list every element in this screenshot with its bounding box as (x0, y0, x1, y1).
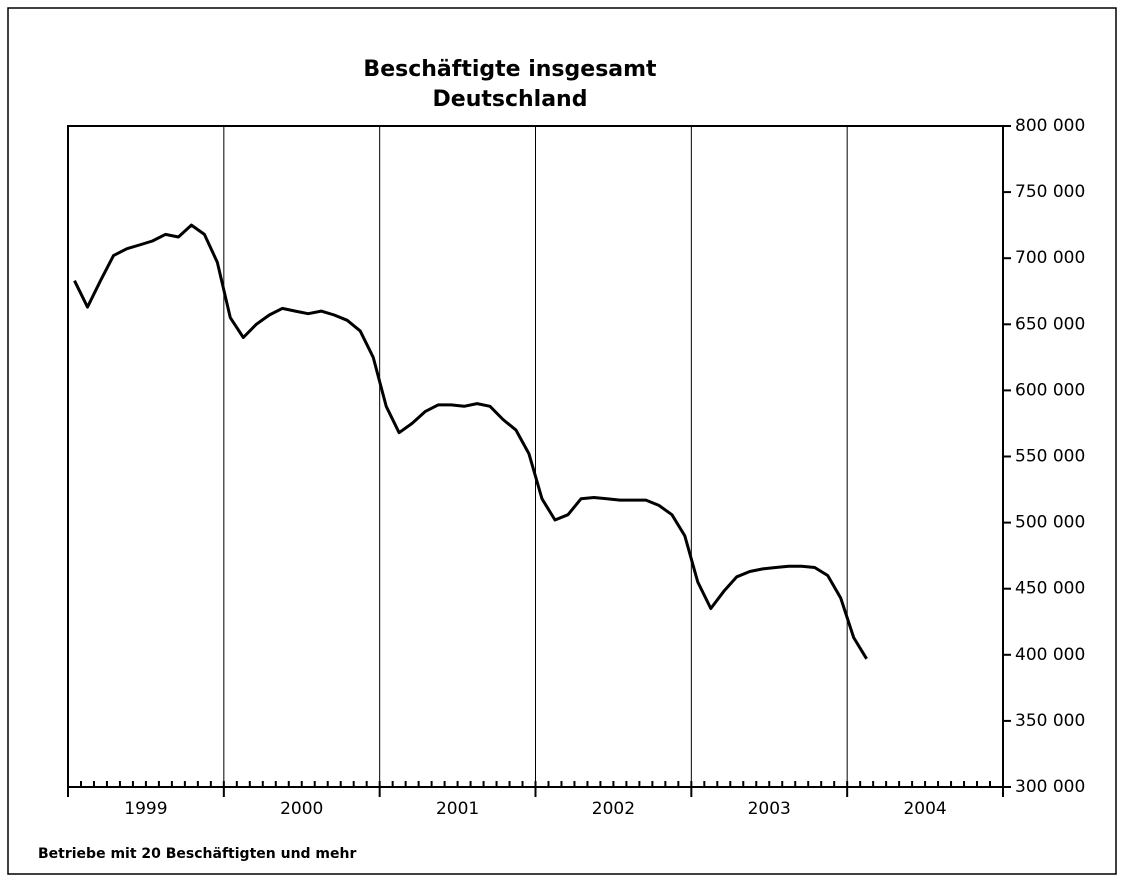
y-tick-label: 700 000 (1015, 248, 1085, 268)
y-tick-label: 650 000 (1015, 314, 1085, 334)
x-tick-label: 2003 (748, 799, 791, 819)
x-tick-label: 2004 (903, 799, 946, 819)
x-tick-label: 1999 (124, 799, 167, 819)
chart-title: Beschäftigte insgesamt (363, 57, 657, 82)
note: Betriebe mit 20 Beschäftigten und mehr (38, 846, 356, 862)
y-tick-label: 400 000 (1015, 645, 1085, 665)
y-tick-label: 350 000 (1015, 711, 1085, 731)
y-tick-label: 500 000 (1015, 513, 1085, 533)
y-tick-label: 600 000 (1015, 380, 1085, 400)
data-line (73, 223, 868, 660)
x-tick-label: 2001 (436, 799, 479, 819)
y-tick-label: 750 000 (1015, 182, 1085, 202)
x-tick-label: 2002 (592, 799, 635, 819)
x-tick-label: 2000 (280, 799, 323, 819)
chart-subtitle: Deutschland (433, 87, 588, 112)
y-tick-label: 550 000 (1015, 447, 1085, 467)
y-tick-label: 800 000 (1015, 116, 1085, 136)
frame (7, 7, 1117, 875)
y-tick-label: 300 000 (1015, 777, 1085, 797)
y-tick-label: 450 000 (1015, 579, 1085, 599)
